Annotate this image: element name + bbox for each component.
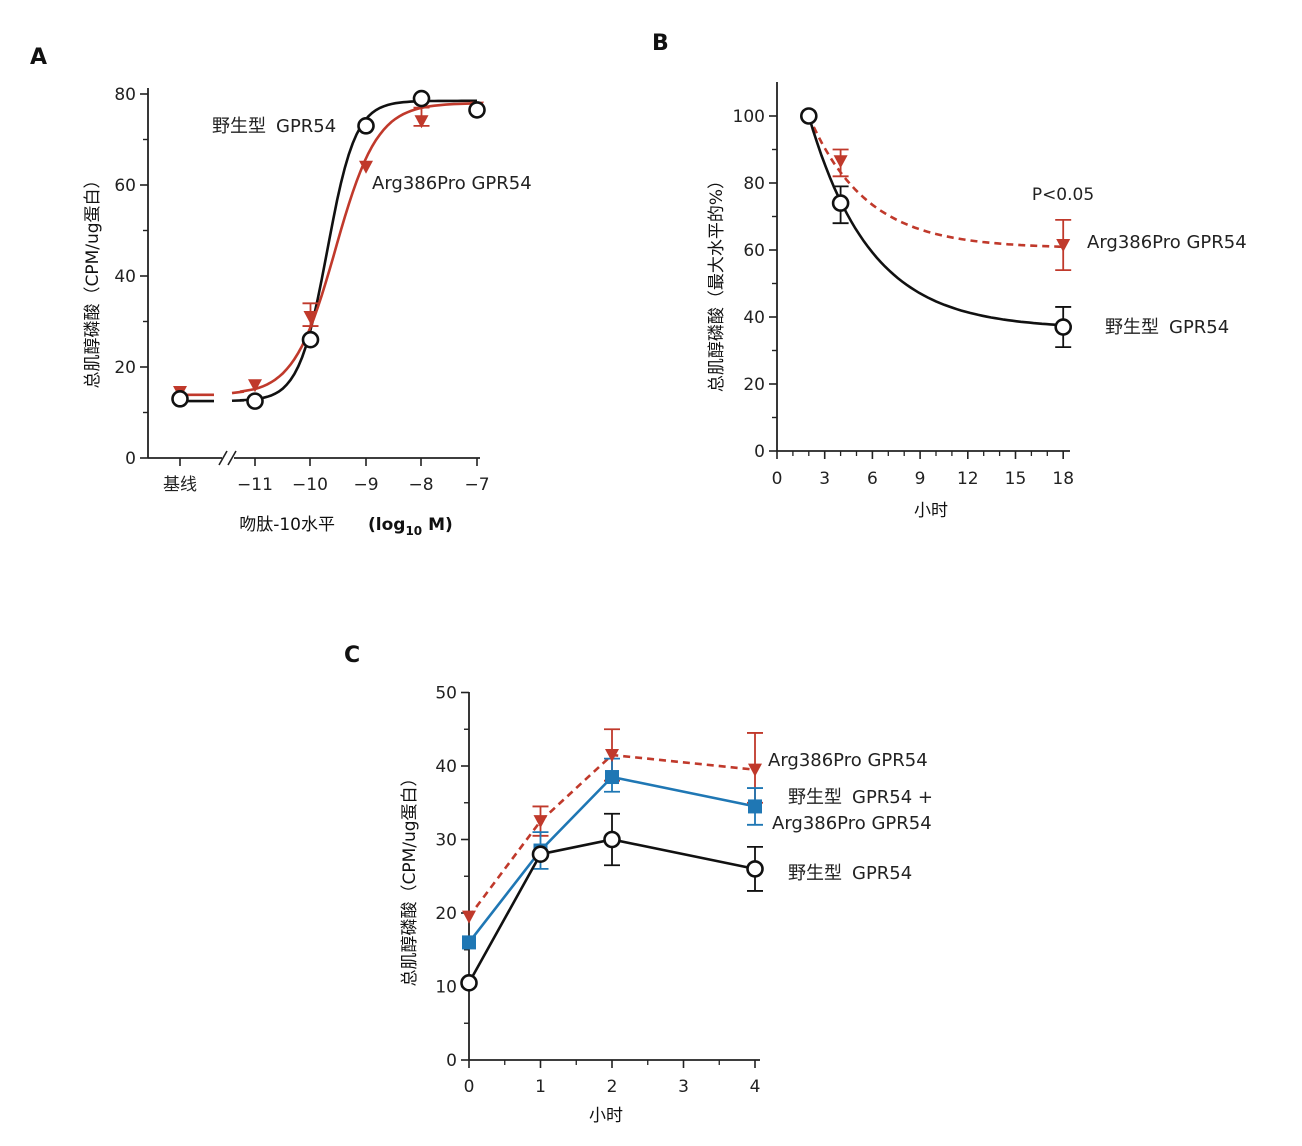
panel-b-x-tick-label: 0: [772, 469, 783, 489]
panel-b-data-point: [1054, 318, 1072, 336]
panel-c-xlabel: 小时: [589, 1106, 623, 1126]
panel-a-x-tick-label: −10: [292, 475, 328, 495]
panel-c-y-tick-label: 0: [446, 1051, 457, 1071]
panel-c-data-point: [462, 935, 476, 950]
panel-a-y-tick-label: 40: [114, 267, 136, 287]
panel-c-data-point: [533, 815, 548, 829]
panel-b-x-tick-label: 18: [1052, 469, 1074, 489]
panel-c-data-point: [605, 748, 619, 762]
panel-b-data-point: [833, 155, 848, 169]
panel-a-y-tick-label: 20: [114, 358, 136, 378]
panel-a-data-point: [359, 160, 373, 174]
panel-b-xlabel: 小时: [914, 501, 948, 521]
panel-b-data-point: [831, 194, 850, 212]
panel-a-data-point: [303, 310, 318, 324]
panel-a-xlabel-unit: (log10 M): [368, 515, 453, 538]
panel-b-series-line: [807, 115, 1064, 249]
panel-c-data-point: [605, 770, 619, 785]
panel-c-label-mixed-1: 野生型 GPR54 +: [788, 787, 933, 808]
panel-a-label-mutant: Arg386Pro GPR54: [372, 173, 532, 194]
panel-b-axes: 0 20 40 60 80 100 0 3 6 9 12 15 18: [733, 82, 1074, 489]
panel-c-data-point: [531, 845, 550, 864]
panel-c-series-line: [467, 775, 756, 944]
panel-a-series-line: [239, 102, 478, 393]
panel-b-x-tick-label: 9: [915, 469, 926, 489]
panel-a-data-point: [248, 379, 262, 393]
panel-c-data-point: [603, 830, 621, 849]
panel-a-data-point: [412, 89, 431, 108]
panel-a-y-tick-label: 0: [125, 449, 136, 469]
panel-a-data-point: [414, 115, 429, 129]
panel-c-y-tick-label: 20: [435, 904, 457, 924]
panel-c-label-wild: 野生型 GPR54: [788, 863, 912, 884]
panel-a-label-wild: 野生型 GPR54: [212, 116, 336, 137]
panel-b-x-tick-label: 6: [867, 469, 878, 489]
panel-a-ylabel: 总肌醇磷酸（CPM/ug蛋白）: [83, 171, 103, 388]
panel-c-x-tick-label: 0: [464, 1077, 475, 1097]
panel-b-data-point: [1056, 238, 1071, 252]
panel-a-x-tick-label: −8: [408, 475, 433, 495]
panel-b-y-tick-label: 80: [743, 174, 765, 194]
panel-c-x-tick-label: 2: [607, 1077, 618, 1097]
panel-a-x-tick-label: 基线: [163, 475, 197, 495]
panel-b-label-wild: 野生型 GPR54: [1105, 317, 1229, 338]
panel-a-data-point: [301, 330, 320, 349]
panel-a-axes: 0 20 40 60 80 基线 −11 −10 −9 −8 −7: [114, 85, 489, 495]
panel-a-marks: [171, 89, 486, 410]
panel-b-series-line: [807, 115, 1064, 327]
panel-a-x-tick-label: −11: [237, 475, 273, 495]
panel-c-x-tick-label: 1: [535, 1077, 546, 1097]
panel-b-x-tick-label: 3: [819, 469, 830, 489]
panel-a-axis-break: [218, 450, 237, 466]
panel-c-data-point: [462, 910, 476, 924]
panel-c-label-mutant: Arg386Pro GPR54: [768, 750, 928, 771]
panel-c-data-point: [460, 974, 478, 992]
panel-b-data-point: [799, 107, 818, 125]
panel-c-marks: [460, 728, 764, 992]
panel-c-axes: 0 10 20 30 40 50 0 1 2 3 4: [435, 684, 760, 1098]
panel-b-x-tick-label: 15: [1005, 469, 1027, 489]
panel-letter-c: C: [344, 643, 360, 668]
panel-c-x-tick-label: 3: [678, 1077, 689, 1097]
panel-c-data-point: [746, 860, 764, 878]
panel-c: 0 10 20 30 40 50 0 1 2 3 4 总肌醇磷酸（CPM/ug蛋白） 小时 Arg3…: [400, 684, 933, 1127]
panel-a-data-point: [246, 392, 264, 410]
panel-letter-a: A: [30, 45, 47, 70]
panel-a-xlabel: 吻肽-10水平: [239, 515, 335, 535]
panel-c-series-line: [467, 753, 756, 918]
panel-c-x-tick-label: 4: [750, 1077, 761, 1097]
panel-b-x-tick-label: 12: [957, 469, 979, 489]
panel-b-y-tick-label: 20: [743, 375, 765, 395]
panel-a-x-tick-label: −7: [464, 475, 489, 495]
panel-c-label-mixed-2: Arg386Pro GPR54: [772, 813, 932, 834]
panel-a-y-tick-label: 80: [114, 85, 136, 105]
panel-letter-b: B: [652, 31, 669, 56]
panel-b-ylabel: 总肌醇磷酸（最大水平的%）: [707, 172, 727, 392]
panel-c-data-point: [748, 763, 762, 777]
panel-b-label-mutant: Arg386Pro GPR54: [1087, 232, 1247, 253]
panel-c-data-point: [748, 799, 762, 814]
panel-c-ylabel: 总肌醇磷酸（CPM/ug蛋白）: [400, 769, 420, 986]
panel-a-data-point: [468, 101, 486, 119]
panel-c-y-tick-label: 30: [435, 831, 457, 851]
panel-a-series-line: [239, 99, 477, 402]
panel-a-y-tick-label: 60: [114, 176, 136, 196]
panel-b-annotation: P<0.05: [1032, 185, 1094, 205]
panel-c-y-tick-label: 10: [435, 978, 457, 998]
panel-a-data-point: [357, 117, 375, 135]
panel-b-y-tick-label: 60: [743, 241, 765, 261]
panel-c-y-tick-label: 40: [435, 757, 457, 777]
panel-b-y-tick-label: 0: [754, 442, 765, 462]
panel-b-marks: [799, 107, 1072, 349]
panel-a-data-point: [171, 390, 189, 408]
panel-b-y-tick-label: 100: [733, 107, 765, 127]
panel-a-x-tick-label: −9: [353, 475, 378, 495]
panel-c-y-tick-label: 50: [435, 684, 457, 704]
panel-c-series-line: [467, 838, 756, 984]
panel-b-y-tick-label: 40: [743, 308, 765, 328]
